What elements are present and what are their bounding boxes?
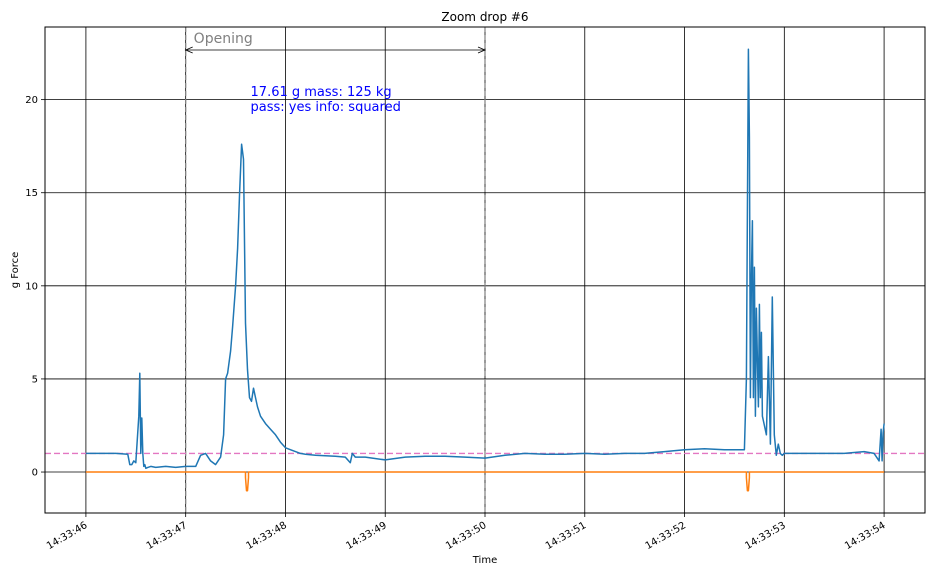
x-axis-label: Time [472, 555, 497, 566]
y-tick-label: 10 [25, 281, 38, 292]
y-tick-label: 15 [25, 188, 38, 199]
y-tick-label: 5 [32, 374, 38, 385]
phase-markers [184, 27, 487, 513]
series-line-1 [85, 48, 885, 470]
annotation-line-1: 17.61 g mass: 125 kg [251, 85, 392, 100]
data-series [85, 48, 885, 492]
y-tick-label: 0 [32, 468, 38, 479]
phase-label: Opening [194, 31, 253, 47]
chart-title: Zoom drop #6 [441, 10, 528, 24]
y-tick-label: 20 [25, 95, 38, 106]
y-axis-label: g Force [10, 252, 21, 289]
arrowhead-left [184, 46, 193, 54]
annotation-line-2: pass: yes info: squared [251, 100, 401, 115]
series-line-2 [85, 471, 885, 492]
arrowhead-right [477, 46, 487, 54]
